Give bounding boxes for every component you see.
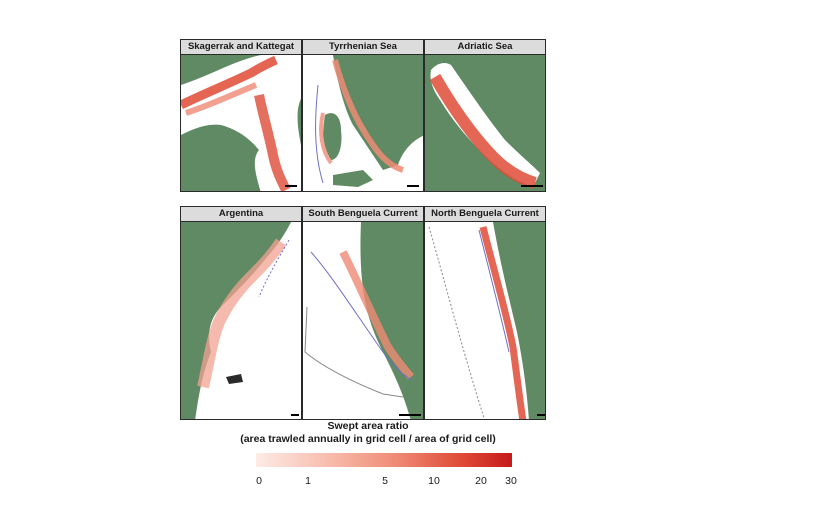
map-skagerrak-kattegat (181, 55, 301, 191)
legend-tick: 1 (305, 475, 311, 487)
legend-tick: 10 (428, 475, 440, 487)
legend-color-bar (256, 453, 512, 467)
panel-title: South Benguela Current (303, 207, 423, 222)
panel-tyrrhenian-sea: Tyrrhenian Sea (302, 39, 424, 192)
panel-title: Tyrrhenian Sea (303, 40, 423, 55)
legend-tick: 5 (382, 475, 388, 487)
panel-north-benguela-current: North Benguela Current (424, 206, 546, 420)
legend-tick: 0 (256, 475, 262, 487)
panel-title: Adriatic Sea (425, 40, 545, 55)
legend-title: Swept area ratio (327, 420, 409, 432)
map-argentina (181, 222, 301, 419)
legend-tick: 20 (475, 475, 487, 487)
panel-south-benguela-current: South Benguela Current (302, 206, 424, 420)
panel-title: Skagerrak and Kattegat (181, 40, 301, 55)
map-south-benguela (303, 222, 423, 419)
panel-adriatic-sea: Adriatic Sea (424, 39, 546, 192)
panel-argentina: Argentina (180, 206, 302, 420)
legend-subtitle: (area trawled annually in grid cell / ar… (240, 433, 496, 445)
panel-skagerrak-kattegat: Skagerrak and Kattegat (180, 39, 302, 192)
map-north-benguela (425, 222, 545, 419)
panel-title: North Benguela Current (425, 207, 545, 222)
panel-title: Argentina (181, 207, 301, 222)
legend-tick: 30 (505, 475, 517, 487)
map-adriatic-sea (425, 55, 545, 191)
map-tyrrhenian-sea (303, 55, 423, 191)
